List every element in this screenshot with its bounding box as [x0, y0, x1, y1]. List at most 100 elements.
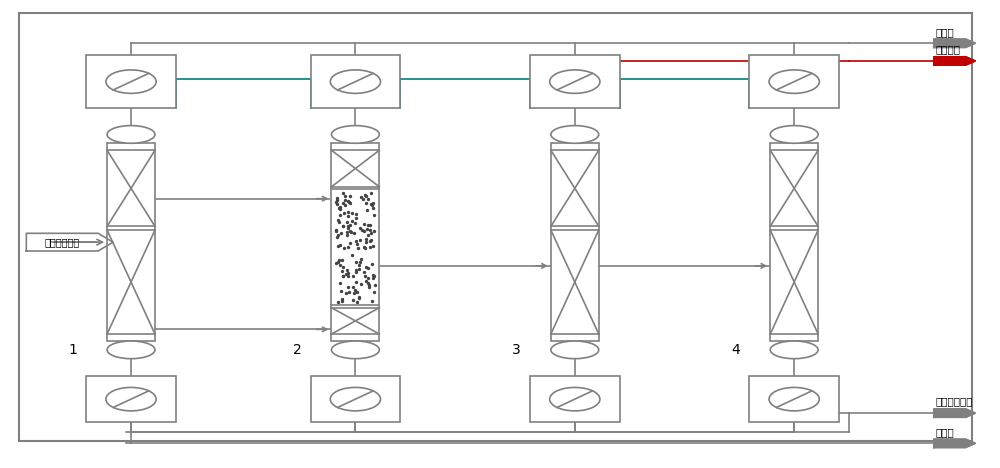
Bar — [107, 143, 155, 341]
Point — [346, 229, 362, 236]
Point — [366, 227, 382, 235]
Bar — [551, 143, 599, 341]
Point — [328, 198, 344, 206]
Point — [342, 221, 358, 229]
Point — [330, 216, 346, 224]
Point — [348, 237, 364, 245]
Point — [358, 263, 374, 271]
Point — [331, 219, 347, 226]
Point — [353, 280, 369, 288]
Point — [333, 229, 349, 236]
Point — [332, 279, 348, 287]
Point — [334, 256, 350, 264]
Point — [364, 260, 380, 268]
Point — [340, 272, 356, 279]
Text: 3: 3 — [512, 344, 521, 358]
Point — [332, 261, 348, 269]
Point — [334, 297, 350, 305]
Point — [358, 199, 374, 207]
Point — [352, 258, 368, 266]
Point — [359, 206, 375, 214]
Point — [340, 243, 356, 251]
Point — [329, 195, 345, 202]
Point — [361, 283, 377, 290]
Point — [336, 245, 352, 252]
Point — [332, 205, 348, 212]
Bar — [311, 55, 400, 109]
Point — [330, 242, 346, 249]
Point — [341, 288, 357, 296]
Point — [342, 227, 358, 234]
Polygon shape — [934, 57, 975, 65]
Point — [348, 268, 364, 275]
Text: 三氯氢硅原料: 三氯氢硅原料 — [45, 237, 80, 247]
Point — [332, 203, 348, 210]
Point — [332, 241, 348, 249]
Point — [334, 295, 350, 302]
Point — [363, 189, 379, 197]
Polygon shape — [934, 439, 975, 447]
Ellipse shape — [770, 125, 818, 143]
Point — [348, 266, 364, 274]
Circle shape — [769, 70, 819, 93]
Point — [335, 272, 351, 279]
Circle shape — [106, 388, 156, 411]
Point — [356, 268, 372, 276]
Circle shape — [330, 388, 381, 411]
Point — [331, 256, 347, 263]
Circle shape — [106, 70, 156, 93]
Point — [335, 199, 351, 207]
Point — [363, 236, 379, 243]
Point — [349, 288, 365, 296]
Point — [328, 227, 344, 234]
Point — [358, 235, 374, 242]
Polygon shape — [934, 409, 975, 417]
Point — [331, 205, 347, 212]
Point — [350, 244, 366, 252]
Point — [335, 222, 351, 230]
Point — [352, 224, 368, 231]
Point — [356, 227, 372, 234]
Text: 2: 2 — [293, 344, 302, 358]
Bar — [749, 55, 839, 109]
Point — [365, 199, 381, 207]
Circle shape — [550, 388, 600, 411]
Point — [347, 219, 363, 227]
Point — [367, 281, 383, 289]
Text: 4: 4 — [732, 344, 740, 358]
Point — [342, 199, 358, 207]
Point — [363, 200, 379, 208]
Point — [348, 214, 364, 222]
Point — [348, 211, 364, 218]
Point — [358, 277, 374, 285]
Point — [360, 279, 376, 287]
Point — [337, 196, 353, 204]
Point — [359, 226, 375, 233]
Point — [330, 298, 346, 306]
Point — [357, 244, 373, 251]
Ellipse shape — [331, 341, 379, 358]
Point — [337, 202, 353, 209]
Bar — [86, 55, 176, 109]
Point — [329, 201, 345, 208]
Point — [340, 212, 356, 220]
Point — [353, 193, 369, 201]
Point — [328, 227, 344, 235]
Point — [334, 267, 350, 275]
Point — [336, 209, 352, 217]
Point — [351, 294, 367, 302]
Point — [349, 298, 365, 305]
Point — [335, 190, 351, 197]
Point — [344, 251, 360, 259]
Bar — [331, 143, 379, 341]
Point — [343, 228, 359, 235]
Point — [342, 192, 358, 200]
Point — [366, 211, 382, 218]
Point — [330, 231, 346, 239]
Point — [356, 220, 372, 227]
Point — [353, 256, 369, 263]
Point — [351, 265, 367, 273]
Point — [341, 198, 357, 205]
Point — [344, 217, 360, 224]
Point — [344, 209, 360, 217]
